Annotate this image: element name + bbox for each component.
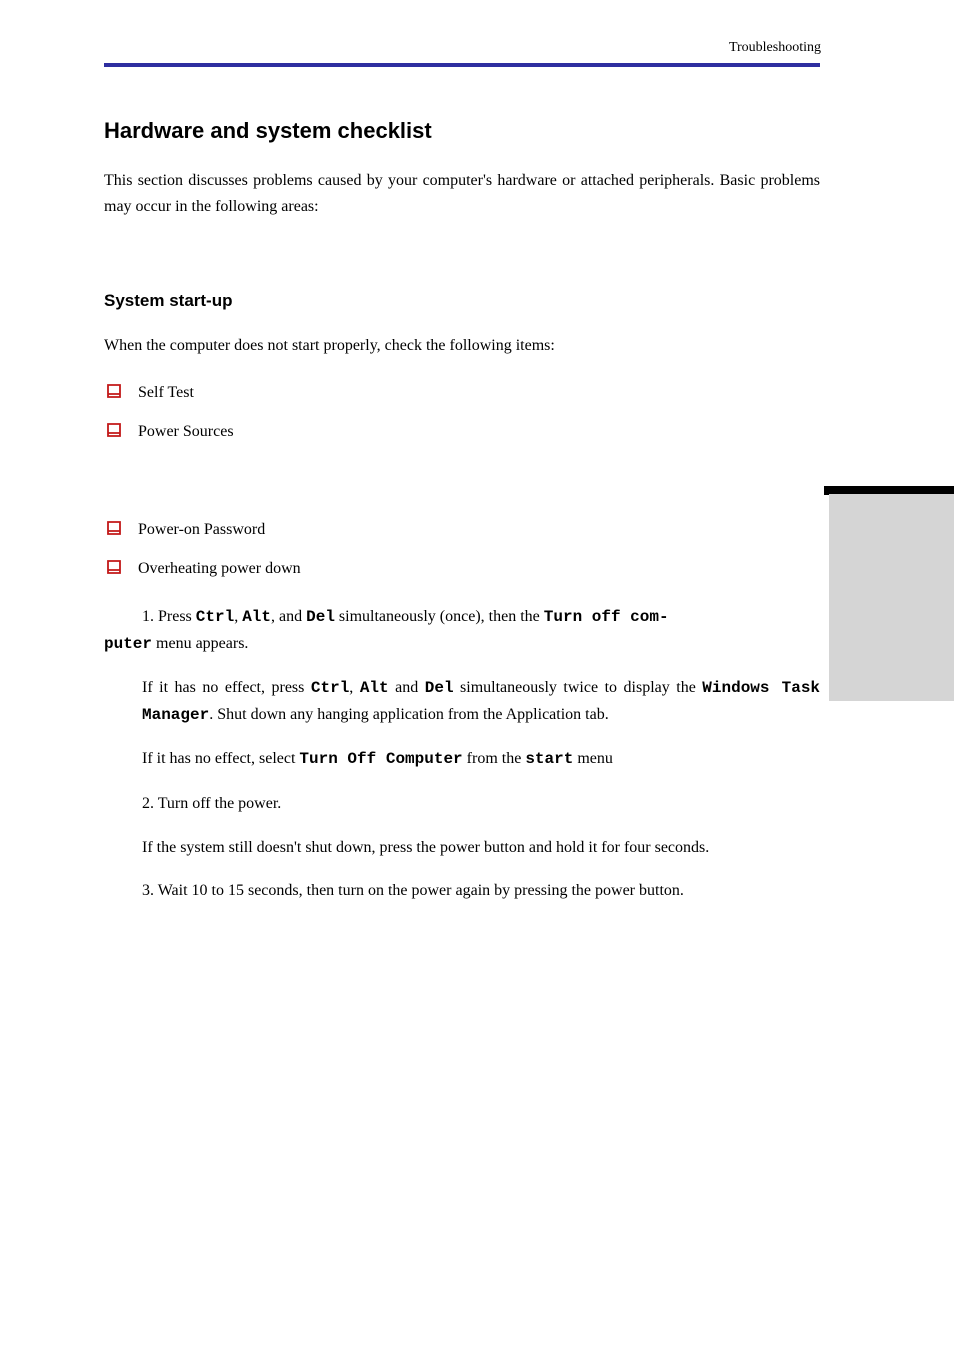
list-item: Power Sources <box>106 420 820 447</box>
hollow-square-bullet-icon <box>106 559 122 584</box>
bullet-text: Self Test <box>138 381 820 406</box>
numbered-steps: 1. Press Ctrl, Alt, and Del simultaneous… <box>142 604 820 904</box>
step-1: 1. Press Ctrl, Alt, and Del simultaneous… <box>142 604 820 631</box>
bullet-list-2: Power-on Password Overheating power down <box>106 518 820 584</box>
header-text: Troubleshooting <box>729 40 821 56</box>
hardware-checklist-heading: Hardware and system checklist <box>104 118 820 144</box>
page: Troubleshooting Hardware and system chec… <box>0 0 954 47</box>
step-2: 2. Turn off the power. <box>142 791 820 817</box>
header-rule <box>104 63 820 67</box>
system-startup-heading: System start-up <box>104 291 820 311</box>
hollow-square-bullet-icon <box>106 520 122 545</box>
step-text: Turn off the power. <box>158 795 282 812</box>
step-number: 2. <box>142 795 154 812</box>
intro-paragraph: This section discusses problems caused b… <box>104 168 820 219</box>
startup-paragraph: When the computer does not start properl… <box>104 333 820 359</box>
bullet-list-1: Self Test Power Sources <box>106 381 820 447</box>
step-number: 3. <box>142 882 154 899</box>
bullet-text: Overheating power down <box>138 557 820 582</box>
step-number: 1. <box>142 608 154 625</box>
bullet-text: Power Sources <box>138 420 820 445</box>
list-item: Overheating power down <box>106 557 820 584</box>
list-item: Power-on Password <box>106 518 820 545</box>
step-1b: If it has no effect, press Ctrl, Alt and… <box>142 675 820 728</box>
step-3: 3. Wait 10 to 15 seconds, then turn on t… <box>142 878 820 904</box>
step-1c: If it has no effect, select Turn Off Com… <box>142 746 820 773</box>
step-1-cont: puter menu appears. <box>104 631 820 658</box>
hollow-square-bullet-icon <box>106 422 122 447</box>
list-item: Self Test <box>106 381 820 408</box>
hollow-square-bullet-icon <box>106 383 122 408</box>
step-text: Press Ctrl, Alt, and Del simultaneously … <box>158 608 669 625</box>
step-2-note: If the system still doesn't shut down, p… <box>142 835 820 861</box>
bullet-text: Power-on Password <box>138 518 820 543</box>
side-tab <box>829 494 954 701</box>
content-area: Hardware and system checklist This secti… <box>104 118 820 922</box>
step-text: Wait 10 to 15 seconds, then turn on the … <box>158 882 684 899</box>
